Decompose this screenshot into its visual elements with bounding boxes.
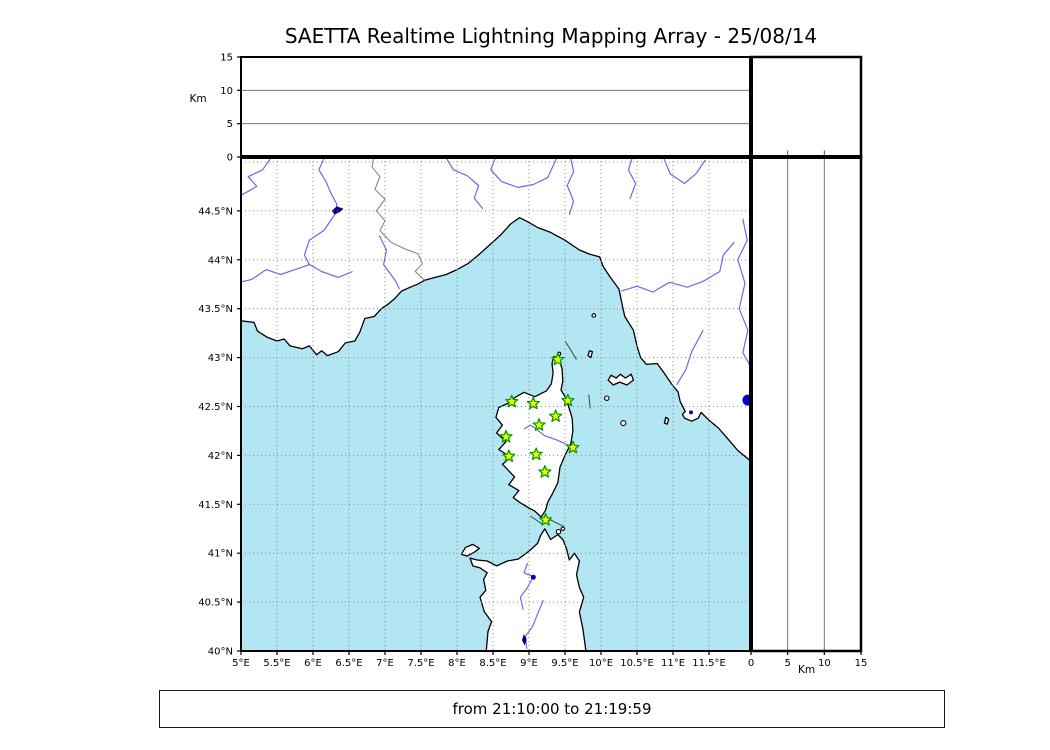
lon-tick-label: 5°E xyxy=(232,658,250,669)
figure-title: SAETTA Realtime Lightning Mapping Array … xyxy=(284,24,818,48)
river xyxy=(523,424,573,448)
station-star xyxy=(538,465,552,478)
lon-tick-label: 11°E xyxy=(661,658,685,669)
lat-tick-label: 44°N xyxy=(208,255,233,266)
river xyxy=(737,218,751,366)
station-star xyxy=(529,447,543,461)
alt-tick-label-right: 5 xyxy=(784,658,790,669)
station-star xyxy=(526,396,540,410)
alt-tick-label-top: 0 xyxy=(227,153,233,164)
river xyxy=(676,329,704,386)
islet xyxy=(555,528,562,535)
station-star xyxy=(561,393,575,407)
lat-tick-label: 43.5°N xyxy=(198,304,233,315)
alt-tick-label-right: 0 xyxy=(748,658,754,669)
river xyxy=(490,157,558,188)
lon-tick-label: 7°E xyxy=(376,658,394,669)
lon-tick-label: 10°E xyxy=(589,658,613,669)
river xyxy=(566,157,575,215)
river xyxy=(378,235,400,290)
thick-vertical-divider xyxy=(749,56,753,652)
altitude-axis-label-top: Km xyxy=(189,93,207,105)
lat-tick-label: 41.5°N xyxy=(198,500,233,511)
river xyxy=(307,263,353,278)
river xyxy=(241,212,337,283)
river xyxy=(444,157,484,210)
islet xyxy=(620,420,627,427)
alt-tick-label-right: 10 xyxy=(818,658,831,669)
thick-horizontal-divider xyxy=(240,155,862,159)
corner-box-frame xyxy=(749,55,863,159)
river xyxy=(318,157,338,213)
islet xyxy=(560,526,566,532)
lon-tick-label: 9.5°E xyxy=(551,658,578,669)
station-star xyxy=(566,440,580,454)
lat-tick-label: 41°N xyxy=(208,549,233,560)
land-sardinia xyxy=(469,528,587,651)
land-corsica xyxy=(495,355,574,518)
lat-tick-label: 40.5°N xyxy=(198,598,233,609)
lat-tick-label: 43°N xyxy=(208,353,233,364)
lat-tick-label: 44.5°N xyxy=(198,206,233,217)
land-capraia xyxy=(587,350,594,359)
lat-tick-label: 40°N xyxy=(208,647,233,658)
lon-tick-label: 10.5°E xyxy=(620,658,654,669)
time-range-box: from 21:10:00 to 21:19:59 xyxy=(159,690,945,728)
lake xyxy=(689,410,693,415)
lake xyxy=(742,394,751,406)
lake xyxy=(530,574,536,580)
station-star xyxy=(502,449,516,463)
river xyxy=(519,562,534,611)
lon-tick-label: 9°E xyxy=(520,658,538,669)
station-star xyxy=(532,418,546,431)
alt-tick-label-top: 5 xyxy=(227,119,233,130)
altitude-axis-label-right: Km xyxy=(797,664,816,676)
station-star xyxy=(538,513,553,526)
river xyxy=(621,241,735,293)
land-elba xyxy=(607,373,635,386)
station-star xyxy=(505,394,519,408)
station-star xyxy=(551,352,565,366)
top-panel-frame xyxy=(240,56,752,158)
station-star xyxy=(549,409,563,423)
land-mainland xyxy=(241,157,751,463)
station-star xyxy=(499,429,513,443)
islet xyxy=(591,313,597,318)
country-border xyxy=(371,157,425,281)
lon-tick-label: 8°E xyxy=(448,658,466,669)
lon-tick-label: 7.5°E xyxy=(407,658,434,669)
lon-tick-label: 11.5°E xyxy=(692,658,726,669)
lake xyxy=(521,634,527,646)
time-range-text: from 21:10:00 to 21:19:59 xyxy=(452,700,652,718)
lon-tick-label: 6°E xyxy=(304,658,322,669)
lat-tick-label: 42°N xyxy=(208,451,233,462)
river xyxy=(662,157,706,185)
lat-tick-label: 42.5°N xyxy=(198,402,233,413)
islet xyxy=(604,395,610,401)
land-giglio xyxy=(663,416,670,425)
river xyxy=(241,157,273,196)
lon-tick-label: 8.5°E xyxy=(479,658,506,669)
map-line-detail xyxy=(564,340,577,360)
river xyxy=(627,157,637,200)
alt-tick-label-top: 10 xyxy=(220,86,233,97)
lon-tick-label: 5.5°E xyxy=(263,658,290,669)
right-panel-frame xyxy=(749,155,863,653)
map-layers xyxy=(241,157,751,651)
alt-tick-label-right: 15 xyxy=(855,658,868,669)
alt-tick-label-top: 15 xyxy=(220,53,233,64)
lon-tick-label: 6.5°E xyxy=(335,658,362,669)
